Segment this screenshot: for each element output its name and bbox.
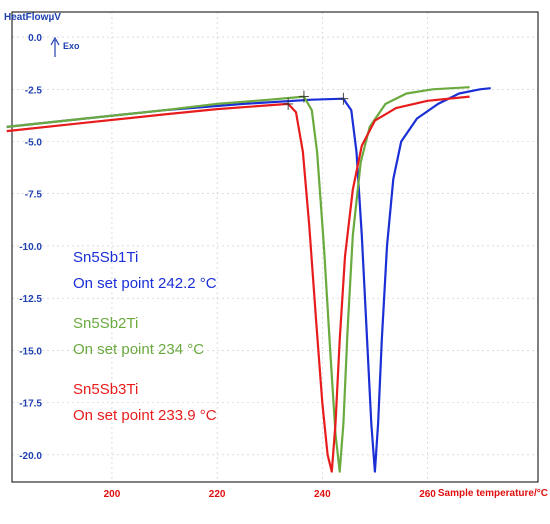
y-tick-label: -7.5 bbox=[25, 190, 43, 201]
y-tick-label: 0.0 bbox=[28, 33, 42, 44]
x-tick-label: 200 bbox=[104, 489, 121, 500]
y-tick-label: -2.5 bbox=[25, 85, 43, 96]
annotation-label: Sn5Sb2Ti bbox=[73, 315, 138, 332]
exo-arrow-head-icon bbox=[50, 36, 60, 46]
onset-markers bbox=[283, 90, 349, 110]
x-tick-labels: 200 220 240 260 bbox=[104, 489, 437, 500]
series-line-sn5sb3ti bbox=[6, 95, 470, 473]
y-tick-label: -15.0 bbox=[19, 346, 42, 357]
x-axis-label: Sample temperature/°C bbox=[438, 488, 548, 499]
annotation-label: Sn5Sb3Ti bbox=[73, 381, 138, 398]
y-axis-label: HeatFlowµV bbox=[4, 12, 61, 23]
plot-area-border bbox=[11, 11, 539, 483]
series-group bbox=[6, 86, 491, 473]
annotations: Sn5Sb1Ti On set point 242.2 °C Sn5Sb2Ti On … bbox=[73, 249, 217, 424]
annotation-label: Sn5Sb1Ti bbox=[73, 249, 138, 266]
y-tick-label: -5.0 bbox=[25, 138, 43, 149]
x-tick-label: 260 bbox=[419, 489, 436, 500]
onset-marker bbox=[338, 92, 349, 105]
x-tick-label: 220 bbox=[209, 489, 226, 500]
exo-label: Exo bbox=[63, 41, 80, 51]
onset-marker bbox=[298, 90, 309, 103]
x-tick-label: 240 bbox=[314, 489, 331, 500]
y-tick-labels: 0.0 -2.5 -5.0 -7.5 -10.0 -12.5 -15.0 -17.5 -20.0 bbox=[19, 33, 42, 462]
y-tick-label: -12.5 bbox=[19, 294, 42, 305]
series-line-sn5sb1ti bbox=[6, 87, 491, 473]
annotation-label: On set point 233.9 °C bbox=[73, 407, 217, 424]
y-tick-label: -17.5 bbox=[19, 399, 42, 410]
y-tick-label: -10.0 bbox=[19, 242, 42, 253]
annotation-label: On set point 242.2 °C bbox=[73, 275, 217, 292]
y-tick-label: -20.0 bbox=[19, 451, 42, 462]
annotation-label: On set point 234 °C bbox=[73, 341, 204, 358]
chart-frame bbox=[11, 11, 539, 483]
exo-indicator: Exo bbox=[50, 36, 80, 57]
onset-marker bbox=[283, 97, 294, 110]
